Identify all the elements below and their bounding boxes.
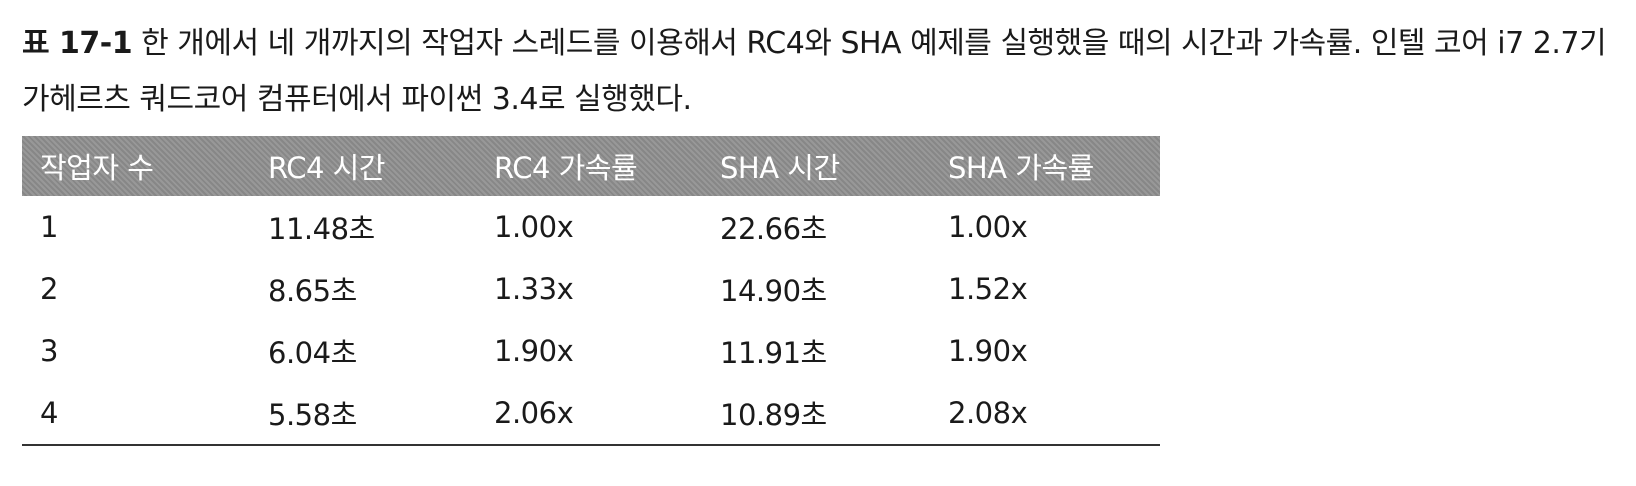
cell-workers: 1	[40, 210, 58, 244]
header-row: 작업자 수 RC4 시간 RC4 가속률 SHA 시간 SHA 가속률	[22, 136, 1160, 196]
cell-sha-time: 10.89초	[702, 382, 930, 446]
cell-sha-speedup: 2.08x	[930, 382, 1160, 446]
cell-rc4-time: 8.65초	[268, 274, 357, 308]
cell-workers: 4	[22, 382, 250, 446]
cell-workers: 3	[40, 334, 58, 368]
table-header: 작업자 수 RC4 시간 RC4 가속률 SHA 시간 SHA 가속률	[22, 136, 1160, 196]
table-caption: 표 17-1 한 개에서 네 개까지의 작업자 스레드를 이용해서 RC4와 S…	[22, 16, 1622, 128]
table-row: 3 6.04초 1.90x 11.91초 1.90x	[22, 320, 1160, 382]
caption-text: 한 개에서 네 개까지의 작업자 스레드를 이용해서 RC4와 SHA 예제를 …	[22, 26, 1607, 117]
table-body: 1 11.48초 1.00x 22.66초 1.00x 2 8.65초 1.33…	[22, 196, 1160, 446]
cell-sha-speedup: 1.00x	[948, 210, 1028, 244]
cell-rc4-speedup: 2.06x	[476, 382, 702, 446]
table-row: 4 5.58초 2.06x 10.89초 2.08x	[22, 382, 1160, 446]
cell-sha-time: 14.90초	[720, 274, 827, 308]
cell-rc4-time: 6.04초	[268, 336, 357, 370]
cell-sha-time: 22.66초	[720, 212, 827, 246]
table-row: 1 11.48초 1.00x 22.66초 1.00x	[22, 196, 1160, 258]
cell-rc4-speedup: 1.33x	[494, 272, 574, 306]
cell-workers: 2	[40, 272, 58, 306]
header-rc4-time: RC4 시간	[268, 151, 385, 185]
cell-rc4-time: 11.48초	[268, 212, 375, 246]
results-table-container: 작업자 수 RC4 시간 RC4 가속률 SHA 시간 SHA 가속률 1 11…	[22, 136, 1160, 446]
cell-sha-speedup: 1.90x	[948, 334, 1028, 368]
cell-sha-speedup: 1.52x	[948, 272, 1028, 306]
cell-rc4-speedup: 1.00x	[494, 210, 574, 244]
header-sha-speedup: SHA 가속률	[948, 151, 1094, 185]
table-row: 2 8.65초 1.33x 14.90초 1.52x	[22, 258, 1160, 320]
table-number: 표 17-1	[22, 26, 133, 61]
header-sha-time: SHA 시간	[720, 151, 840, 185]
cell-rc4-speedup: 1.90x	[494, 334, 574, 368]
results-table: 작업자 수 RC4 시간 RC4 가속률 SHA 시간 SHA 가속률 1 11…	[22, 136, 1160, 446]
header-workers: 작업자 수	[40, 151, 154, 185]
header-rc4-speedup: RC4 가속률	[494, 151, 638, 185]
cell-rc4-time: 5.58초	[250, 382, 476, 446]
cell-sha-time: 11.91초	[720, 336, 827, 370]
